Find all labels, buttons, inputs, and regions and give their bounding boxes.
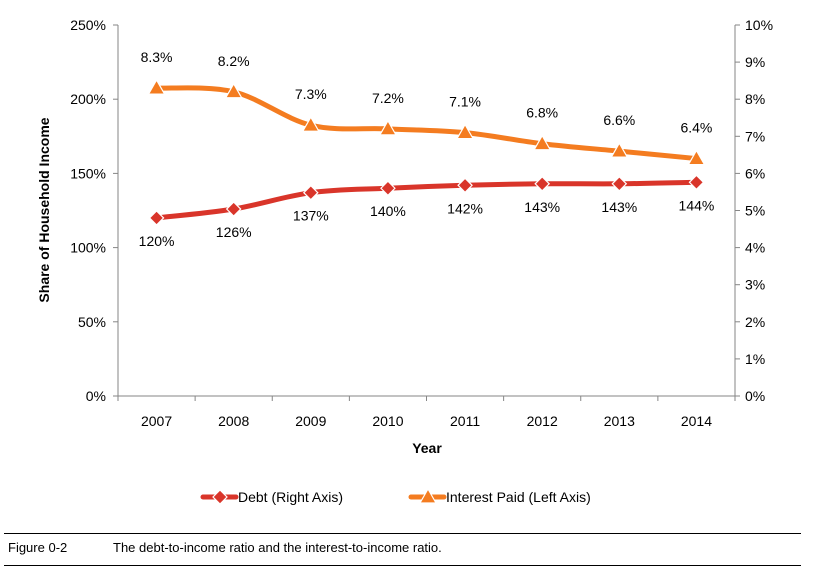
data-label-0: 144%	[679, 197, 715, 213]
left-tick-label: 150%	[70, 165, 106, 181]
data-point-1	[224, 82, 243, 99]
x-tick-label: 2011	[450, 413, 480, 429]
legend-marker	[418, 487, 438, 504]
right-tick-label: 6%	[745, 165, 765, 181]
data-label-1: 8.2%	[218, 53, 250, 69]
left-tick-label: 200%	[70, 91, 106, 107]
data-point-0	[457, 177, 473, 194]
x-tick-label: 2007	[141, 413, 172, 429]
data-label-0: 143%	[524, 199, 560, 215]
data-label-0: 120%	[139, 233, 175, 249]
figure-number: Figure 0-2	[8, 540, 68, 555]
data-point-0	[688, 174, 705, 191]
caption-bottom-rule	[4, 565, 801, 566]
right-tick-label: 4%	[745, 240, 765, 256]
data-label-1: 8.3%	[141, 49, 173, 65]
data-point-1	[456, 123, 475, 140]
data-point-0	[225, 201, 242, 217]
right-tick-label: 5%	[745, 203, 765, 219]
legend-marker	[212, 489, 228, 505]
left-tick-label: 0%	[86, 388, 106, 404]
data-label-1: 6.8%	[526, 105, 558, 121]
left-tick-label: 250%	[70, 17, 106, 33]
data-label-0: 137%	[293, 208, 329, 224]
data-label-0: 126%	[216, 224, 252, 240]
x-tick-label: 2013	[604, 413, 635, 429]
data-label-1: 6.4%	[680, 120, 712, 136]
right-tick-label: 10%	[745, 17, 773, 33]
right-tick-label: 3%	[745, 277, 765, 293]
right-tick-label: 2%	[745, 314, 765, 330]
data-label-0: 140%	[370, 203, 406, 219]
data-point-0	[380, 180, 396, 197]
series-line-1	[154, 85, 699, 162]
legend-label: Debt (Right Axis)	[238, 489, 343, 505]
data-point-0	[611, 175, 628, 192]
right-tick-label: 8%	[745, 91, 765, 107]
x-tick-label: 2010	[372, 413, 403, 429]
x-tick-label: 2014	[681, 413, 712, 429]
data-point-1	[147, 78, 166, 95]
data-label-1: 7.1%	[449, 94, 481, 110]
right-tick-label: 7%	[745, 128, 765, 144]
x-tick-label: 2009	[295, 413, 326, 429]
data-label-1: 7.2%	[372, 90, 404, 106]
y-axis-title: Share of Household Income	[36, 117, 52, 302]
data-point-1	[378, 119, 397, 136]
data-point-0	[302, 184, 319, 201]
data-label-0: 143%	[601, 199, 637, 215]
left-tick-label: 100%	[70, 240, 106, 256]
left-tick-label: 50%	[78, 314, 106, 330]
data-point-1	[610, 141, 629, 158]
right-tick-label: 9%	[745, 54, 765, 70]
legend-label: Interest Paid (Left Axis)	[446, 489, 591, 505]
right-tick-label: 0%	[745, 388, 765, 404]
caption-top-rule	[4, 533, 801, 534]
x-tick-label: 2008	[218, 413, 249, 429]
data-label-1: 7.3%	[295, 86, 327, 102]
figure-caption: The debt-to-income ratio and the interes…	[113, 540, 442, 555]
data-point-1	[687, 149, 706, 166]
right-tick-label: 1%	[745, 351, 765, 367]
x-tick-label: 2012	[527, 413, 558, 429]
data-label-0: 142%	[447, 200, 483, 216]
data-point-1	[533, 134, 552, 151]
data-label-1: 6.6%	[603, 112, 635, 128]
data-point-0	[148, 210, 165, 226]
data-point-0	[534, 175, 551, 192]
data-point-1	[301, 115, 320, 132]
x-axis-title: Year	[412, 440, 442, 456]
